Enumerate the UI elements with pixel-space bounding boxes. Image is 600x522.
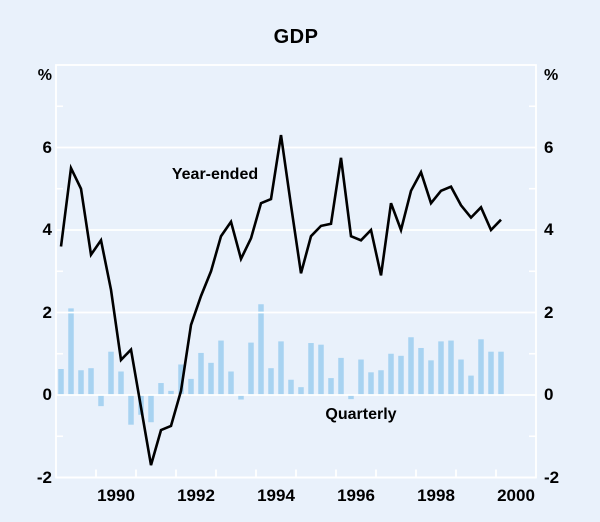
quarterly-bar [168,390,174,396]
y-axis-label: 2 [42,302,52,322]
y-axis-label: 2 [544,302,554,322]
quarterly-bar [268,368,274,395]
quarterly-bar [288,379,294,395]
quarterly-bar [428,360,434,395]
quarterly-bar [238,395,244,400]
quarterly-bar [478,339,484,395]
quarterly-bar [388,353,394,395]
y-axis-label: 0 [544,385,554,404]
quarterly-bar [348,395,354,400]
quarterly-bar [278,341,284,396]
y-axis-unit-right: % [544,67,559,84]
quarterly-bar [338,357,344,396]
quarterly-bar [248,342,254,395]
quarterly-bar [258,304,264,395]
quarterly-bar [118,371,124,395]
quarterly-bar [458,359,464,395]
x-axis-label: 1992 [177,486,215,505]
y-axis-label: 6 [544,137,554,157]
quarterly-bar [58,369,64,395]
x-axis-label: 1990 [97,486,135,505]
quarterly-bar [298,387,304,395]
x-axis-label: 1998 [417,486,455,505]
y-axis-unit-left: % [37,67,52,84]
year-ended-line [59,134,502,466]
x-axis-label: 1996 [337,486,375,505]
y-axis-label: 4 [544,220,554,239]
quarterly-bar [128,395,134,425]
quarterly-bar [98,395,104,407]
quarterly-bar [378,370,384,395]
quarterly-bar [498,351,504,395]
series-label-quarterly: Quarterly [325,406,397,423]
quarterly-bar [198,352,204,395]
quarterly-bar [358,359,364,395]
quarterly-bar [158,383,164,395]
quarterly-bar [398,355,404,395]
quarterly-bar [148,395,154,423]
y-axis-label: 4 [42,220,52,239]
quarterly-bar [318,344,324,395]
y-axis-label: -2 [544,467,560,487]
quarterly-bar [178,364,184,395]
quarterly-bar [408,337,414,395]
quarterly-bar [488,351,494,395]
quarterly-bar [228,371,234,395]
quarterly-bar [328,378,334,395]
chart-title: GDP [273,26,319,48]
quarterly-bar [188,378,194,395]
quarterly-bar [68,308,74,396]
y-axis-label: -2 [36,467,52,487]
x-axis-label: 2000 [497,486,535,505]
quarterly-bar [438,341,444,396]
y-axis-label: 0 [42,385,52,404]
series-label-year-ended: Year-ended [171,166,259,183]
quarterly-bar [418,347,424,395]
quarterly-bar [468,375,474,395]
x-axis-label: 1994 [257,486,295,505]
quarterly-bar [208,362,214,395]
quarterly-bar [218,340,224,395]
y-axis-label: 6 [42,137,52,157]
quarterly-bar [308,343,314,395]
quarterly-bar [448,340,454,395]
quarterly-bar [108,351,114,395]
quarterly-bar [368,372,374,395]
quarterly-bar [88,368,94,395]
quarterly-bar [78,370,84,395]
